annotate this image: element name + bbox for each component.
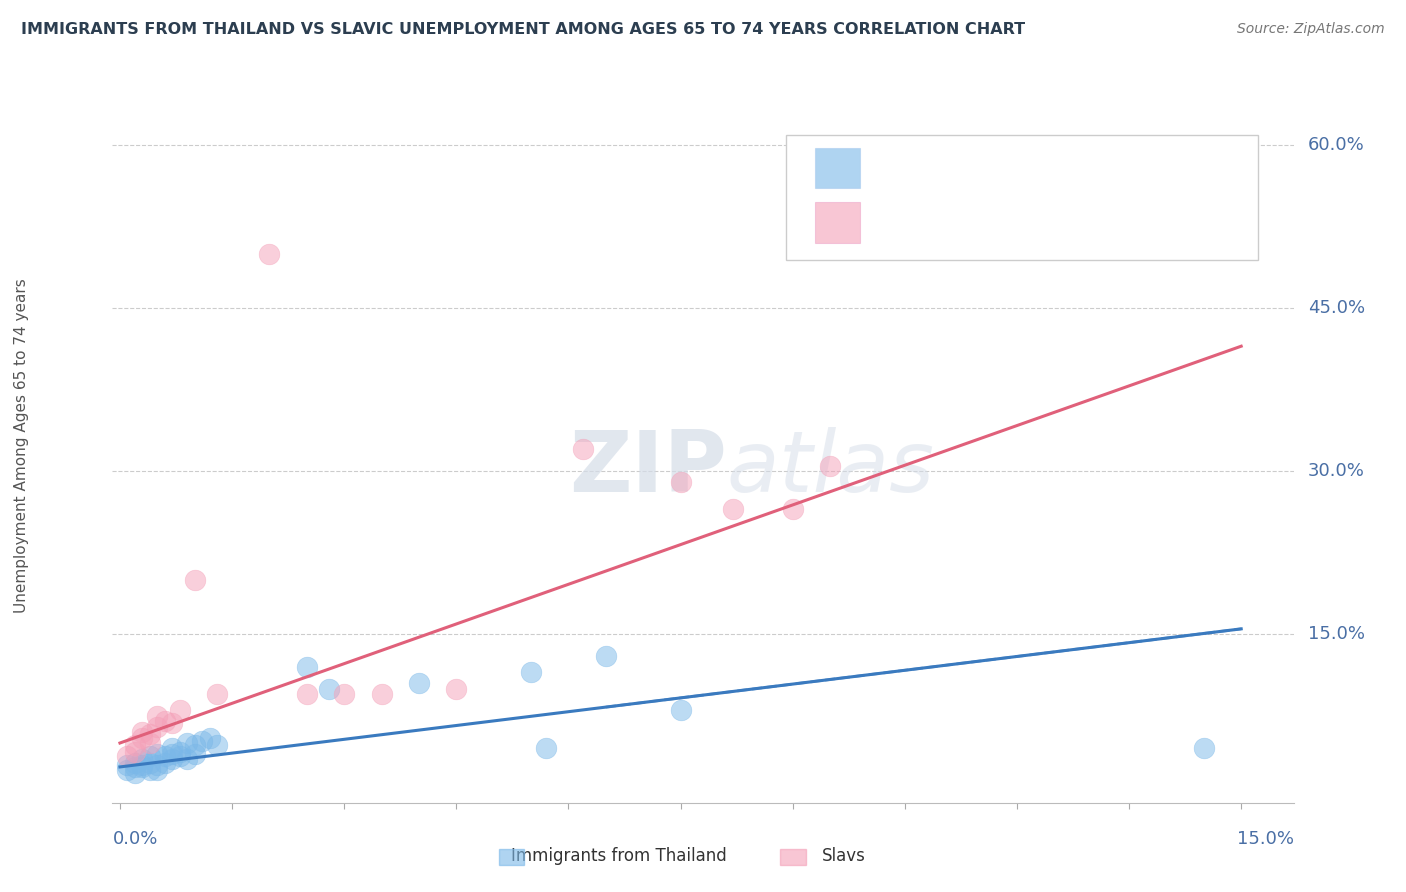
Text: 15.0%: 15.0%: [1236, 830, 1294, 847]
Point: [117, 763, 139, 777]
Point: [117, 749, 139, 764]
Text: Slavs: Slavs: [821, 847, 866, 865]
Point: [124, 745, 146, 759]
Point: [205, 687, 228, 701]
Bar: [815, 202, 860, 243]
Point: [295, 660, 318, 674]
FancyBboxPatch shape: [786, 135, 1258, 260]
Text: 30.0%: 30.0%: [1308, 462, 1364, 480]
Text: R = 0.345   N = 36: R = 0.345 N = 36: [877, 160, 1049, 178]
Text: 15.0%: 15.0%: [1308, 625, 1365, 643]
Text: atlas: atlas: [727, 427, 935, 510]
Point: [318, 681, 340, 696]
Point: [139, 756, 162, 770]
Point: [146, 708, 169, 723]
Point: [669, 703, 692, 717]
Text: IMMIGRANTS FROM THAILAND VS SLAVIC UNEMPLOYMENT AMONG AGES 65 TO 74 YEARS CORREL: IMMIGRANTS FROM THAILAND VS SLAVIC UNEMP…: [21, 22, 1025, 37]
Point: [162, 741, 184, 756]
Bar: [815, 148, 860, 188]
Point: [131, 731, 153, 745]
Point: [818, 458, 841, 473]
Text: 60.0%: 60.0%: [1308, 136, 1364, 154]
Point: [295, 687, 318, 701]
Point: [176, 752, 198, 766]
Point: [176, 736, 198, 750]
Point: [146, 763, 169, 777]
Point: [595, 648, 617, 663]
Point: [520, 665, 543, 680]
Point: [408, 676, 430, 690]
Point: [131, 757, 153, 772]
Point: [183, 738, 205, 752]
Point: [139, 749, 162, 764]
Point: [333, 687, 356, 701]
Text: ZIP: ZIP: [569, 427, 727, 510]
Point: [139, 763, 162, 777]
Point: [124, 738, 146, 752]
Point: [782, 502, 804, 516]
Point: [259, 247, 281, 261]
Point: [162, 716, 184, 731]
Point: [183, 747, 205, 761]
Point: [162, 752, 184, 766]
Text: 0.0%: 0.0%: [112, 830, 157, 847]
Point: [146, 747, 169, 761]
Text: 45.0%: 45.0%: [1308, 299, 1365, 318]
Point: [572, 442, 595, 457]
Point: [124, 760, 146, 774]
Point: [139, 736, 162, 750]
Point: [534, 741, 557, 756]
Point: [131, 752, 153, 766]
Point: [146, 757, 169, 772]
Point: [131, 760, 153, 774]
Point: [669, 475, 692, 489]
Point: [446, 681, 468, 696]
Text: Unemployment Among Ages 65 to 74 years: Unemployment Among Ages 65 to 74 years: [14, 278, 28, 614]
Point: [1192, 741, 1215, 756]
Point: [117, 757, 139, 772]
Point: [205, 738, 228, 752]
Point: [124, 756, 146, 770]
Point: [191, 734, 214, 748]
Point: [169, 745, 191, 759]
Text: Immigrants from Thailand: Immigrants from Thailand: [510, 847, 727, 865]
Text: Source: ZipAtlas.com: Source: ZipAtlas.com: [1237, 22, 1385, 37]
Point: [153, 749, 176, 764]
Point: [139, 727, 162, 741]
Point: [146, 720, 169, 734]
Point: [124, 766, 146, 780]
Point: [198, 731, 221, 745]
Text: R = 0.533   N = 24: R = 0.533 N = 24: [877, 213, 1049, 231]
Point: [721, 502, 744, 516]
Point: [153, 756, 176, 770]
Point: [183, 573, 205, 587]
Point: [162, 747, 184, 761]
Point: [153, 714, 176, 729]
Point: [169, 749, 191, 764]
Point: [370, 687, 392, 701]
Point: [169, 703, 191, 717]
Point: [131, 725, 153, 739]
